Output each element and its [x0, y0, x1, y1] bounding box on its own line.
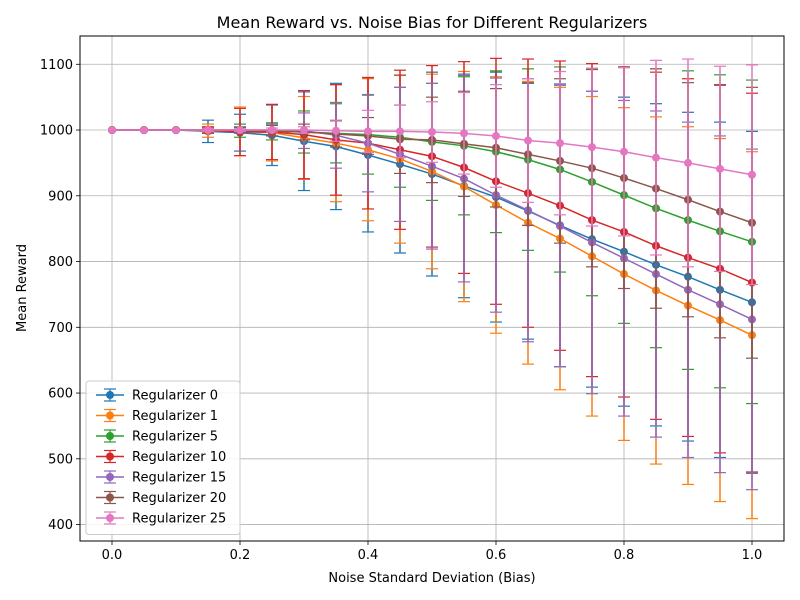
- data-point: [492, 131, 500, 140]
- data-point: [172, 126, 180, 135]
- legend-label: Regularizer 25: [132, 512, 226, 527]
- data-point: [236, 126, 244, 135]
- data-point: [332, 126, 340, 135]
- legend-item: Regularizer 0: [96, 388, 218, 404]
- data-point: [108, 126, 116, 135]
- data-point: [364, 127, 372, 136]
- data-point: [620, 147, 628, 156]
- x-tick-label: 0.0: [102, 548, 123, 563]
- data-point: [460, 129, 468, 138]
- data-point: [684, 158, 692, 167]
- x-tick-label: 0.4: [358, 548, 379, 563]
- y-tick-label: 800: [48, 255, 73, 270]
- data-point: [428, 128, 436, 137]
- legend-item: Regularizer 1: [96, 408, 218, 424]
- plot-frame: [79, 35, 785, 542]
- legend-box: [85, 380, 241, 535]
- legend-item: Regularizer 5: [96, 429, 218, 445]
- legend-item: Regularizer 25: [96, 511, 226, 527]
- chart-title: Mean Reward vs. Noise Bias for Different…: [217, 13, 648, 32]
- legend-swatch-marker: [106, 473, 114, 481]
- legend-swatch-marker: [106, 452, 114, 461]
- y-tick-label: 1000: [40, 124, 73, 139]
- legend-swatch-marker: [106, 493, 114, 502]
- legend-item: Regularizer 10: [96, 449, 226, 465]
- y-axis-label: Mean Reward: [15, 244, 30, 332]
- legend-swatch-marker: [106, 514, 114, 522]
- data-point: [268, 126, 276, 135]
- x-axis-label: Noise Standard Deviation (Bias): [328, 571, 535, 586]
- legend-label: Regularizer 1: [132, 409, 218, 424]
- data-point: [396, 127, 404, 136]
- x-tick-label: 0.2: [230, 548, 251, 563]
- y-tick-label: 600: [48, 387, 73, 402]
- data-point: [652, 153, 660, 162]
- data-point: [204, 126, 212, 135]
- data-point: [556, 139, 564, 148]
- legend-item: Regularizer 20: [96, 490, 226, 506]
- y-tick-label: 900: [48, 189, 73, 204]
- legend-item: Regularizer 15: [96, 470, 226, 486]
- x-tick-label: 1.0: [742, 548, 763, 563]
- y-tick-label: 500: [48, 452, 73, 467]
- legend-label: Regularizer 15: [132, 471, 226, 486]
- axis-ticks: 0.0 0.2 0.4 0.6 0.8 1.0 400 500 600 700 800 900 1000…: [40, 58, 762, 563]
- legend-label: Regularizer 20: [132, 491, 226, 506]
- data-point: [140, 126, 148, 135]
- data-point: [716, 164, 724, 173]
- legend: Regularizer 0 Regularizer 1 Regularizer 5 R…: [85, 380, 241, 535]
- y-tick-label: 1100: [40, 58, 73, 73]
- y-tick-label: 400: [48, 518, 73, 533]
- x-tick-label: 0.6: [486, 548, 507, 563]
- legend-swatch-marker: [106, 391, 114, 399]
- plot-series: [108, 57, 758, 520]
- legend-swatch-marker: [106, 432, 114, 440]
- x-tick-label: 0.8: [614, 548, 635, 563]
- legend-label: Regularizer 0: [132, 389, 218, 404]
- series-6: [108, 58, 758, 286]
- data-point: [524, 136, 532, 145]
- legend-label: Regularizer 5: [132, 430, 218, 445]
- data-point: [748, 170, 756, 179]
- data-point: [588, 143, 596, 152]
- legend-swatch-marker: [106, 411, 114, 420]
- y-tick-label: 700: [48, 321, 73, 336]
- legend-label: Regularizer 10: [132, 450, 226, 465]
- data-point: [300, 126, 308, 135]
